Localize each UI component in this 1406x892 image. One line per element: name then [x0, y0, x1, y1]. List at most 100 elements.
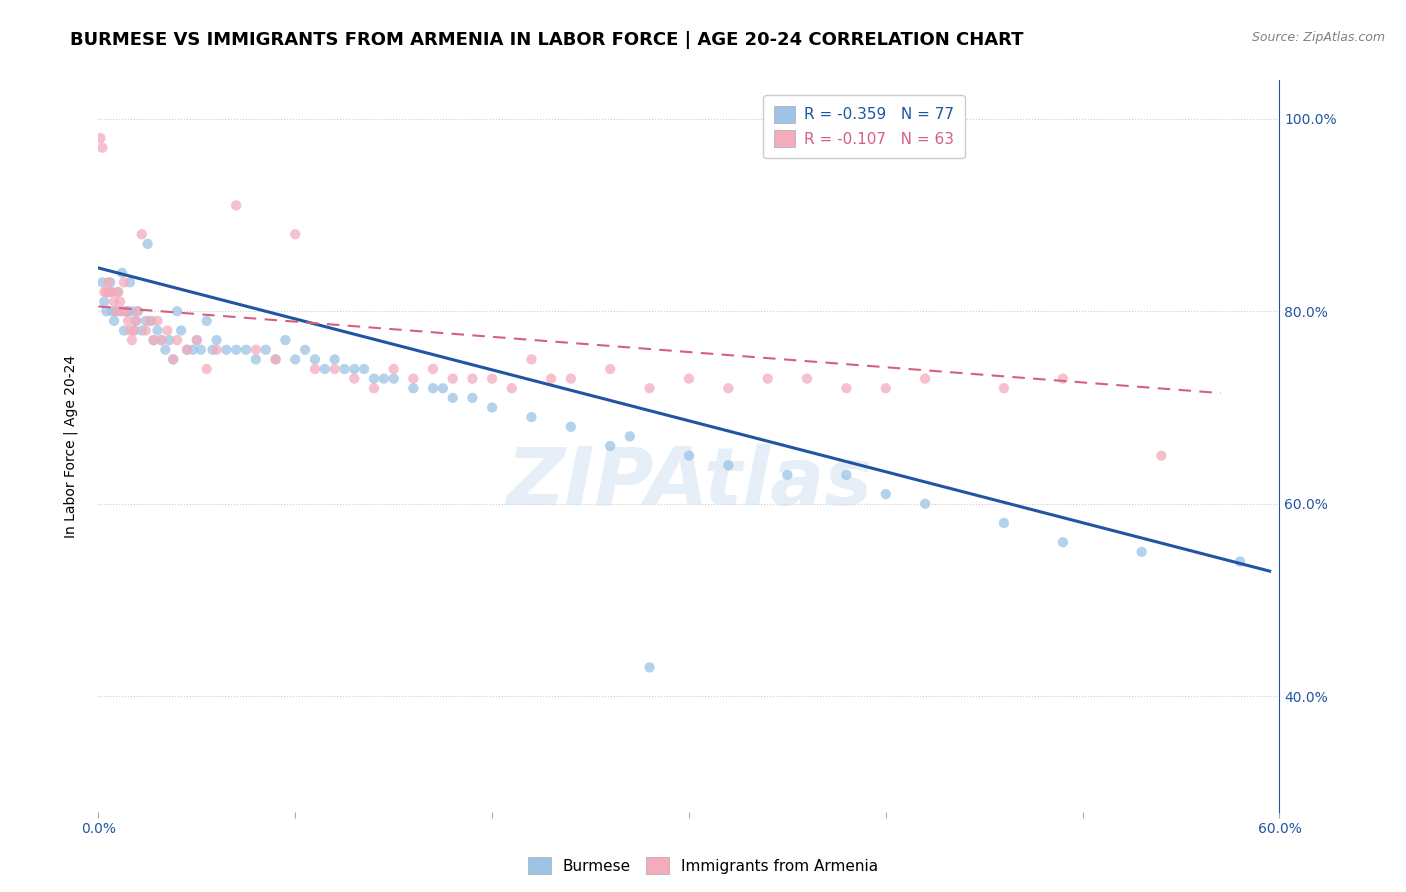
Point [560, 371, 582, 385]
Point [186, 333, 208, 347]
Point [127, 304, 149, 318]
Point [89, 131, 111, 145]
Point [520, 410, 543, 425]
Point [186, 333, 208, 347]
Point [101, 285, 124, 299]
Point [481, 371, 503, 385]
Point [284, 227, 307, 242]
Point [96, 285, 118, 299]
Point [117, 314, 139, 328]
Point [112, 324, 135, 338]
Point [353, 362, 375, 376]
Point [136, 236, 159, 251]
Point [91, 141, 114, 155]
Point [678, 371, 700, 385]
Point [914, 497, 936, 511]
Point [373, 371, 395, 385]
Point [141, 314, 163, 328]
Point [245, 343, 267, 357]
Point [304, 352, 326, 367]
Point [914, 371, 936, 385]
Point [363, 381, 385, 395]
Point [402, 381, 425, 395]
Point [108, 294, 131, 309]
Point [461, 391, 484, 405]
Point [176, 343, 198, 357]
Point [215, 343, 238, 357]
Point [432, 381, 454, 395]
Point [195, 362, 218, 376]
Point [93, 294, 115, 309]
Point [1130, 545, 1153, 559]
Point [205, 333, 228, 347]
Point [382, 371, 405, 385]
Point [181, 343, 204, 357]
Point [540, 371, 562, 385]
Point [264, 352, 287, 367]
Point [122, 324, 145, 338]
Text: Source: ZipAtlas.com: Source: ZipAtlas.com [1251, 31, 1385, 45]
Point [108, 304, 131, 318]
Point [796, 371, 818, 385]
Point [461, 371, 484, 385]
Point [131, 324, 153, 338]
Point [599, 362, 621, 376]
Point [875, 487, 897, 501]
Point [98, 276, 121, 290]
Legend: R = -0.359   N = 77, R = -0.107   N = 63: R = -0.359 N = 77, R = -0.107 N = 63 [763, 95, 965, 158]
Point [333, 362, 356, 376]
Point [441, 391, 464, 405]
Point [176, 343, 198, 357]
Point [422, 362, 444, 376]
Point [235, 343, 257, 357]
Point [363, 371, 385, 385]
Point [121, 304, 143, 318]
Point [717, 381, 740, 395]
Point [422, 381, 444, 395]
Point [274, 333, 297, 347]
Point [166, 333, 188, 347]
Point [314, 362, 336, 376]
Point [382, 362, 405, 376]
Point [150, 333, 173, 347]
Point [107, 285, 129, 299]
Point [481, 401, 503, 415]
Point [118, 276, 141, 290]
Point [638, 660, 661, 674]
Point [205, 343, 228, 357]
Point [225, 198, 247, 212]
Point [105, 304, 128, 318]
Point [304, 362, 326, 376]
Point [111, 304, 134, 318]
Point [294, 343, 316, 357]
Point [599, 439, 621, 453]
Point [150, 333, 173, 347]
Point [343, 371, 366, 385]
Point [1229, 554, 1251, 568]
Text: BURMESE VS IMMIGRANTS FROM ARMENIA IN LABOR FORCE | AGE 20-24 CORRELATION CHART: BURMESE VS IMMIGRANTS FROM ARMENIA IN LA… [70, 31, 1024, 49]
Point [107, 285, 129, 299]
Point [146, 314, 169, 328]
Point [343, 362, 366, 376]
Point [776, 467, 799, 482]
Point [97, 276, 120, 290]
Point [115, 304, 138, 318]
Point [284, 352, 307, 367]
Point [170, 324, 193, 338]
Point [93, 285, 115, 299]
Point [501, 381, 523, 395]
Point [105, 304, 128, 318]
Point [157, 333, 180, 347]
Point [225, 343, 247, 357]
Point [166, 304, 188, 318]
Point [323, 362, 346, 376]
Point [156, 324, 179, 338]
Point [131, 227, 153, 242]
Point [103, 314, 125, 328]
Point [264, 352, 287, 367]
Legend: Burmese, Immigrants from Armenia: Burmese, Immigrants from Armenia [522, 851, 884, 880]
Point [756, 371, 779, 385]
Point [121, 333, 143, 347]
Point [103, 294, 125, 309]
Point [135, 324, 157, 338]
